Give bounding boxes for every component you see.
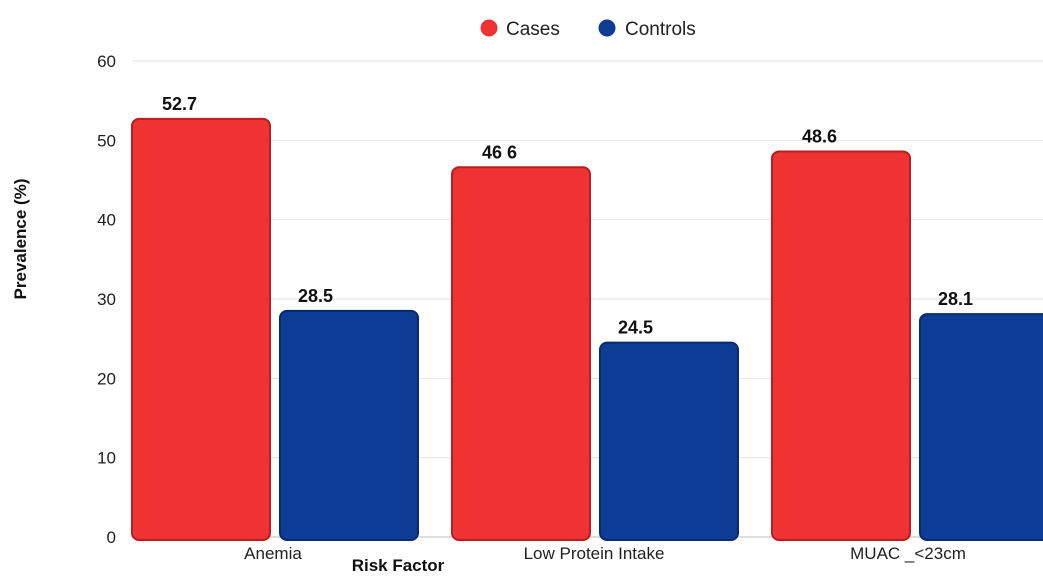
y-tick-label: 0: [107, 528, 116, 547]
bar-cases: [131, 117, 271, 541]
x-tick-label: Anemia: [244, 544, 302, 563]
data-labels: 52.7 28.5 46 6 24.5 48.6 28.1: [162, 94, 973, 338]
legend: Cases Controls: [480, 19, 696, 40]
x-tick-label: Low Protein Intake: [524, 544, 665, 563]
data-label: 28.5: [298, 286, 333, 306]
legend-label-cases: Cases: [506, 19, 560, 40]
bar-controls: [599, 341, 739, 541]
y-tick-label: 50: [97, 131, 116, 150]
bar-controls: [279, 309, 419, 541]
x-axis-categories: Anemia Low Protein Intake MUAC _<23cm: [244, 544, 966, 563]
bar-controls: [919, 313, 1043, 541]
data-label: 52.7: [162, 94, 197, 114]
data-label: 28.1: [938, 289, 973, 309]
y-axis-title: Prevalence (%): [11, 179, 30, 300]
legend-marker-cases: [480, 19, 498, 37]
y-tick-label: 40: [97, 211, 116, 230]
legend-marker-controls: [598, 19, 616, 37]
x-axis-title: Risk Factor: [352, 556, 445, 575]
data-label: 48.6: [802, 126, 837, 146]
y-tick-label: 20: [97, 369, 116, 388]
data-label: 24.5: [618, 318, 653, 338]
y-tick-label: 10: [97, 449, 116, 468]
bar-cases: [771, 150, 911, 541]
x-tick-label: MUAC _<23cm: [850, 544, 966, 563]
bars: [131, 117, 1043, 541]
bar-cases: [451, 166, 591, 541]
y-axis-ticks: 0 10 20 30 40 50 60: [97, 52, 116, 547]
data-label: 46 6: [482, 142, 517, 162]
y-tick-label: 30: [97, 290, 116, 309]
legend-label-controls: Controls: [625, 19, 696, 40]
y-tick-label: 60: [97, 52, 116, 71]
